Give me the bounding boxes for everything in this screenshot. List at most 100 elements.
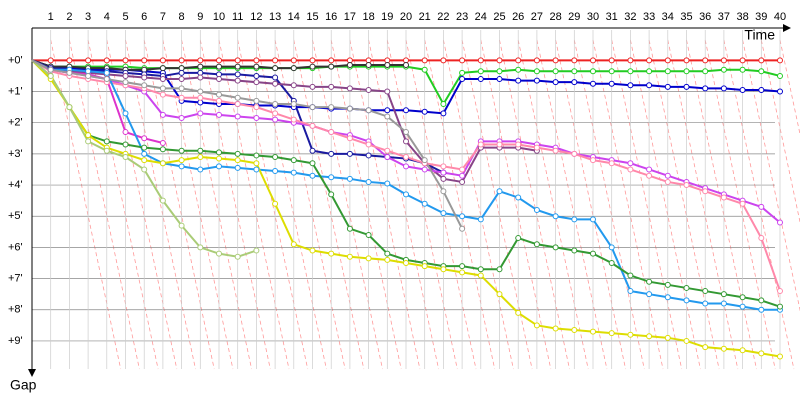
point xyxy=(272,116,279,123)
point xyxy=(346,150,353,157)
point xyxy=(533,57,540,64)
lap-guide xyxy=(330,39,402,370)
point xyxy=(85,72,92,79)
x-tick-label: 7 xyxy=(160,11,166,23)
lap-guide xyxy=(517,39,589,370)
y-tick-label: +8' xyxy=(8,304,23,316)
point xyxy=(234,150,241,157)
point xyxy=(234,113,241,120)
point xyxy=(253,166,260,173)
x-tick-label: 4 xyxy=(104,11,110,23)
point xyxy=(141,144,148,151)
point xyxy=(646,68,653,75)
lap-guide xyxy=(686,39,757,370)
point xyxy=(122,154,129,160)
point xyxy=(496,291,503,298)
point xyxy=(384,180,391,187)
point xyxy=(702,344,709,351)
x-tick-label: 1 xyxy=(48,11,54,23)
point xyxy=(720,194,727,201)
point xyxy=(590,216,596,223)
x-tick-label: 6 xyxy=(141,11,147,23)
point xyxy=(272,168,279,175)
x-tick-label: 38 xyxy=(736,11,748,23)
lap-guide xyxy=(592,39,664,370)
point xyxy=(646,278,653,285)
point xyxy=(459,178,466,185)
point xyxy=(496,57,503,64)
point xyxy=(384,113,391,120)
point xyxy=(403,138,409,145)
point xyxy=(496,76,503,83)
point xyxy=(758,297,765,304)
point xyxy=(290,157,297,164)
point xyxy=(309,147,316,154)
point xyxy=(646,333,653,340)
point xyxy=(590,80,596,87)
point xyxy=(403,191,409,198)
point xyxy=(459,76,466,83)
point xyxy=(159,111,166,118)
point xyxy=(346,253,353,260)
point xyxy=(365,86,372,93)
point xyxy=(346,225,353,232)
point xyxy=(384,250,391,257)
point xyxy=(141,82,148,89)
point xyxy=(496,266,503,273)
lap-guide xyxy=(199,39,271,370)
point xyxy=(683,182,690,189)
point xyxy=(272,80,279,87)
point xyxy=(664,83,671,90)
point xyxy=(141,135,148,142)
x-tick-label: 18 xyxy=(362,11,374,23)
point xyxy=(178,69,185,76)
point xyxy=(459,225,466,232)
point xyxy=(739,347,746,354)
point xyxy=(234,94,241,101)
x-tick-label: 15 xyxy=(306,11,318,23)
point xyxy=(683,284,690,291)
point xyxy=(272,65,279,72)
x-tick-label: 23 xyxy=(456,11,468,23)
point xyxy=(777,57,783,64)
point xyxy=(664,57,671,64)
y-tick-label: +9' xyxy=(8,335,23,347)
point xyxy=(403,260,409,266)
point xyxy=(290,65,297,72)
point xyxy=(608,160,615,167)
point xyxy=(47,72,54,79)
point xyxy=(122,57,129,64)
point xyxy=(590,57,596,64)
point xyxy=(309,57,316,64)
point xyxy=(664,178,671,185)
point xyxy=(234,101,241,107)
point xyxy=(646,82,653,89)
point xyxy=(159,65,166,72)
x-tick-label: 9 xyxy=(197,11,203,23)
point xyxy=(608,244,615,251)
point xyxy=(440,175,447,182)
point xyxy=(571,79,578,86)
point xyxy=(777,72,783,79)
point xyxy=(197,110,204,117)
point xyxy=(515,77,522,84)
point xyxy=(459,172,466,179)
point xyxy=(403,62,409,69)
point xyxy=(608,260,615,266)
point xyxy=(290,241,297,248)
point xyxy=(515,141,522,148)
point xyxy=(421,166,428,173)
x-tick-label: 21 xyxy=(419,11,431,23)
point xyxy=(346,175,353,182)
point xyxy=(234,157,241,164)
point xyxy=(253,97,260,104)
series xyxy=(31,57,783,360)
point xyxy=(159,160,166,167)
point xyxy=(664,294,671,301)
x-tick-label: 8 xyxy=(179,11,185,23)
point xyxy=(216,111,222,118)
point xyxy=(141,166,148,173)
lap-guide xyxy=(443,39,514,370)
point xyxy=(103,69,110,76)
